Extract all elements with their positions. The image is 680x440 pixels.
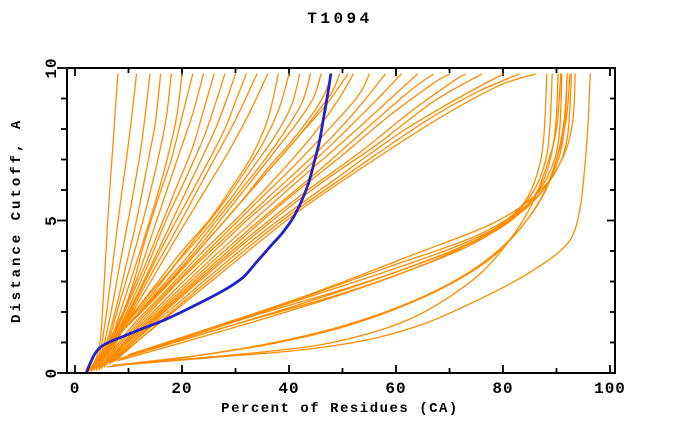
model-curve [95,73,194,371]
model-curve [98,73,226,370]
model-curve [109,73,467,363]
x-tick-label: 100 [594,380,626,398]
model-curve [106,73,435,365]
model-curve [90,73,151,373]
x-tick-label: 80 [492,380,513,398]
model-curve [122,73,563,359]
model-curve [109,73,451,365]
model-curve [90,73,162,371]
model-curve [103,73,386,367]
model-curve [111,73,504,362]
plot-frame [66,67,616,374]
model-curve [111,73,483,363]
model-curve [127,73,568,357]
model-curve [114,73,520,362]
model-curve [101,73,354,368]
model-curve [117,73,591,367]
highlighted-curve [85,73,333,373]
x-axis-label: Percent of Residues (CA) [221,401,459,417]
model-curve [95,73,205,371]
model-curve [127,73,562,365]
x-tick-label: 40 [278,380,299,398]
model-curve [114,73,536,360]
x-tick-label: 20 [171,380,192,398]
model-curve [133,73,576,354]
model-curve [87,73,119,373]
model-curve [127,73,573,356]
x-tick-label: 60 [385,380,406,398]
model-curve [95,73,341,370]
chart-title: T1094 [307,10,373,28]
model-curve [101,73,247,368]
model-curve [98,73,215,371]
model-curve [111,73,571,367]
model-curve [90,73,301,371]
model-curve [117,73,548,362]
model-curve [101,73,370,368]
model-curve [98,73,349,368]
y-tick-label: 10 [43,57,61,78]
x-tick-label: 0 [70,380,81,398]
y-tick-label: 5 [43,215,61,226]
model-curve [103,73,402,367]
y-tick-label: 0 [43,368,61,379]
model-curve [106,73,419,365]
model-curve [101,73,237,370]
